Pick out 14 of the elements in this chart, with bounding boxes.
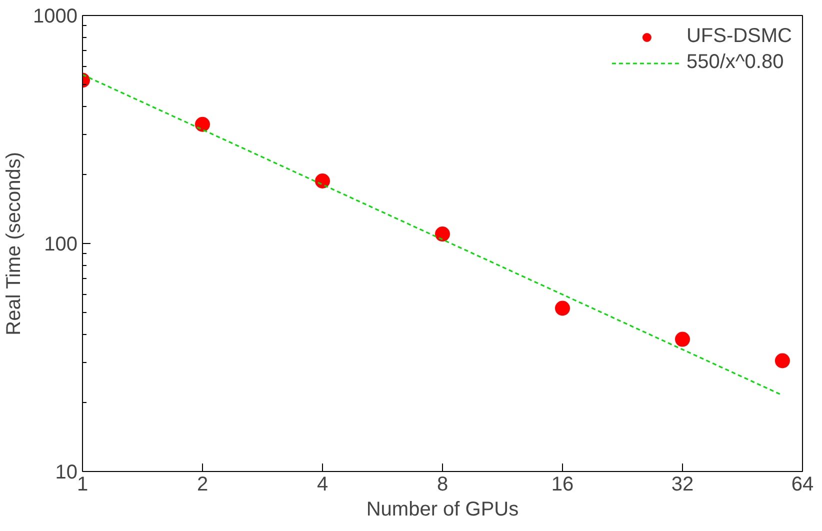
legend-label: UFS-DSMC — [686, 25, 792, 48]
x-tick-label: 8 — [436, 474, 448, 496]
legend-label: 550/x^0.80 — [686, 51, 784, 74]
x-tick-label: 32 — [671, 474, 694, 496]
x-tick-label: 64 — [791, 474, 814, 496]
x-tick-label: 1 — [76, 474, 88, 496]
x-tick-label: 2 — [196, 474, 208, 496]
y-tick-label: 100 — [44, 234, 78, 256]
x-tick-label: 4 — [316, 474, 328, 496]
y-tick-label: 10 — [55, 462, 78, 484]
x-tick-label: 16 — [551, 474, 574, 496]
y-tick-label: 1000 — [33, 6, 78, 28]
x-axis-title: Number of GPUs — [366, 498, 519, 520]
y-axis-title: Real Time (seconds) — [3, 152, 26, 336]
